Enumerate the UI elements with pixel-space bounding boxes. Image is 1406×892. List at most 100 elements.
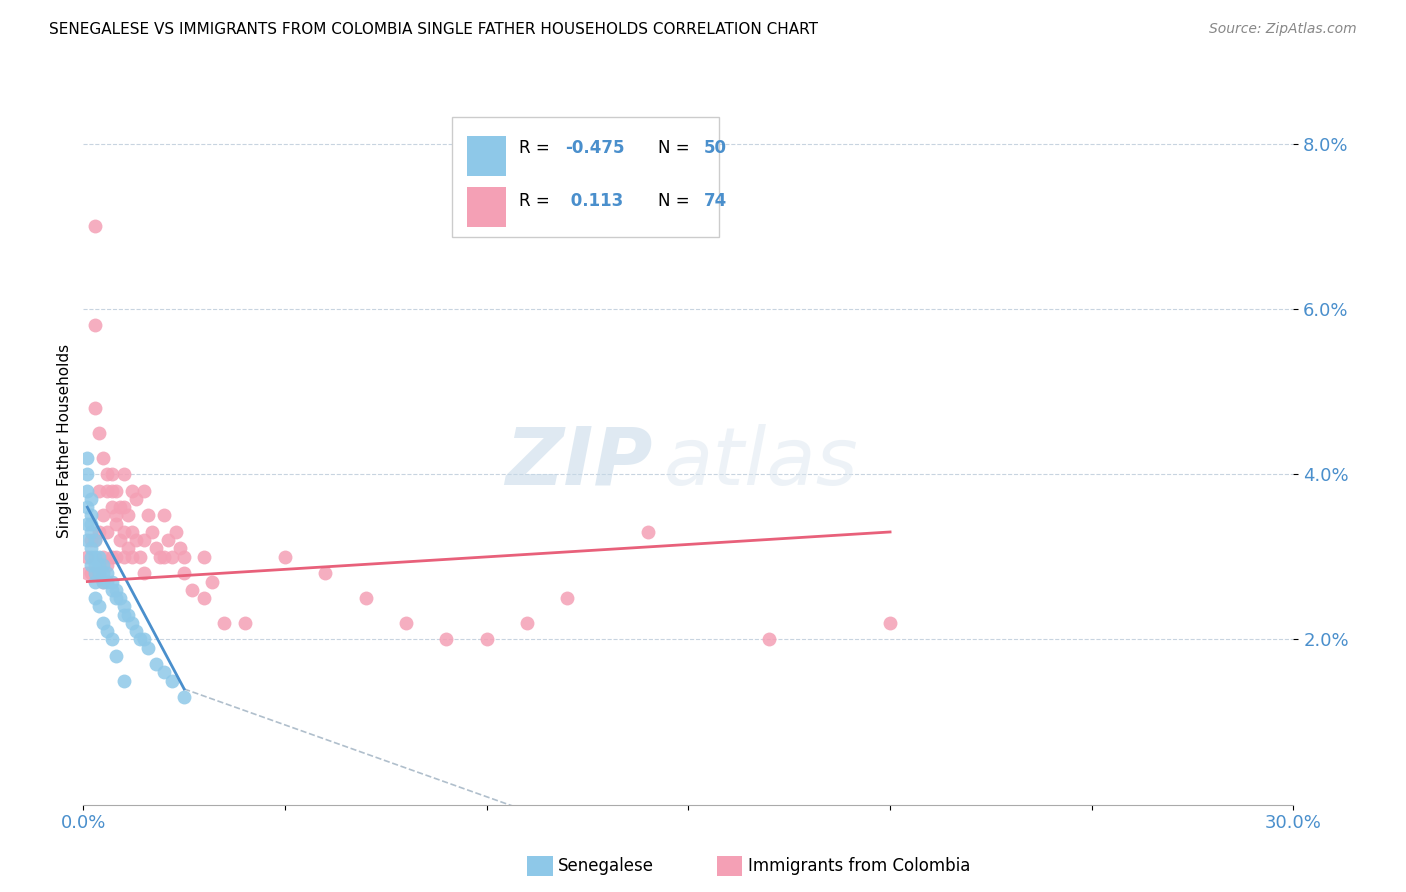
Point [89,425,111,440]
Point [100,582,122,597]
Point [173,566,195,581]
Text: Immigrants from Colombia: Immigrants from Colombia [748,857,970,875]
Point [80,549,103,564]
Point [128,632,150,647]
Point [84,549,107,564]
Point [100,549,122,564]
Point [84,401,107,415]
Point [84,533,107,548]
Point [395,615,418,630]
Point [104,648,127,663]
Point [76,467,98,482]
Point [112,673,135,688]
Point [136,508,159,523]
Point [76,500,98,515]
Point [125,491,148,506]
Point [89,483,111,498]
Text: 0.113: 0.113 [565,193,623,211]
Point [112,524,135,539]
Point [104,591,127,605]
Text: N =: N = [658,139,695,157]
Point [104,516,127,531]
Point [516,615,538,630]
Text: 74: 74 [704,193,727,211]
Point [96,574,118,589]
Point [84,533,107,548]
Point [89,599,111,614]
Point [153,508,176,523]
Point [141,524,163,539]
Point [169,541,191,556]
Point [100,483,122,498]
Point [93,574,115,589]
Point [160,549,183,564]
Point [153,665,176,680]
Point [84,566,107,581]
Point [132,483,155,498]
Point [84,318,107,333]
FancyBboxPatch shape [467,136,506,176]
Text: R =: R = [519,139,555,157]
Point [193,591,215,605]
Text: -0.475: -0.475 [565,139,624,157]
Point [201,574,224,589]
Point [121,524,143,539]
Point [93,549,115,564]
Text: 50: 50 [704,139,727,157]
Point [89,549,111,564]
Text: Source: ZipAtlas.com: Source: ZipAtlas.com [1209,22,1357,37]
Text: atlas: atlas [664,424,859,502]
Point [434,632,457,647]
Point [104,582,127,597]
Point [637,524,659,539]
Point [84,219,107,234]
Point [76,450,98,465]
Point [132,566,155,581]
Point [193,549,215,564]
Point [160,673,183,688]
Point [100,500,122,515]
Point [84,591,107,605]
Point [475,632,498,647]
Point [117,508,139,523]
Point [112,607,135,622]
Point [173,690,195,705]
Point [80,516,103,531]
Point [100,574,122,589]
Point [104,483,127,498]
Point [117,607,139,622]
Point [121,549,143,564]
Point [89,566,111,581]
Point [100,467,122,482]
Point [80,491,103,506]
Point [128,549,150,564]
Point [84,558,107,572]
Point [84,574,107,589]
Point [80,541,103,556]
Point [76,566,98,581]
Point [153,549,176,564]
Point [156,533,179,548]
Point [96,558,118,572]
Point [80,524,103,539]
Point [80,533,103,548]
Point [96,624,118,639]
Point [145,541,167,556]
Point [108,591,131,605]
Point [112,467,135,482]
Point [125,624,148,639]
Point [96,524,118,539]
Point [233,615,256,630]
Point [354,591,377,605]
Point [214,615,236,630]
Point [76,483,98,498]
Point [758,632,780,647]
Point [145,657,167,672]
Y-axis label: Single Father Households: Single Father Households [58,344,72,538]
Point [136,640,159,655]
Point [89,558,111,572]
Point [80,508,103,523]
Point [132,533,155,548]
Point [93,574,115,589]
Point [76,549,98,564]
